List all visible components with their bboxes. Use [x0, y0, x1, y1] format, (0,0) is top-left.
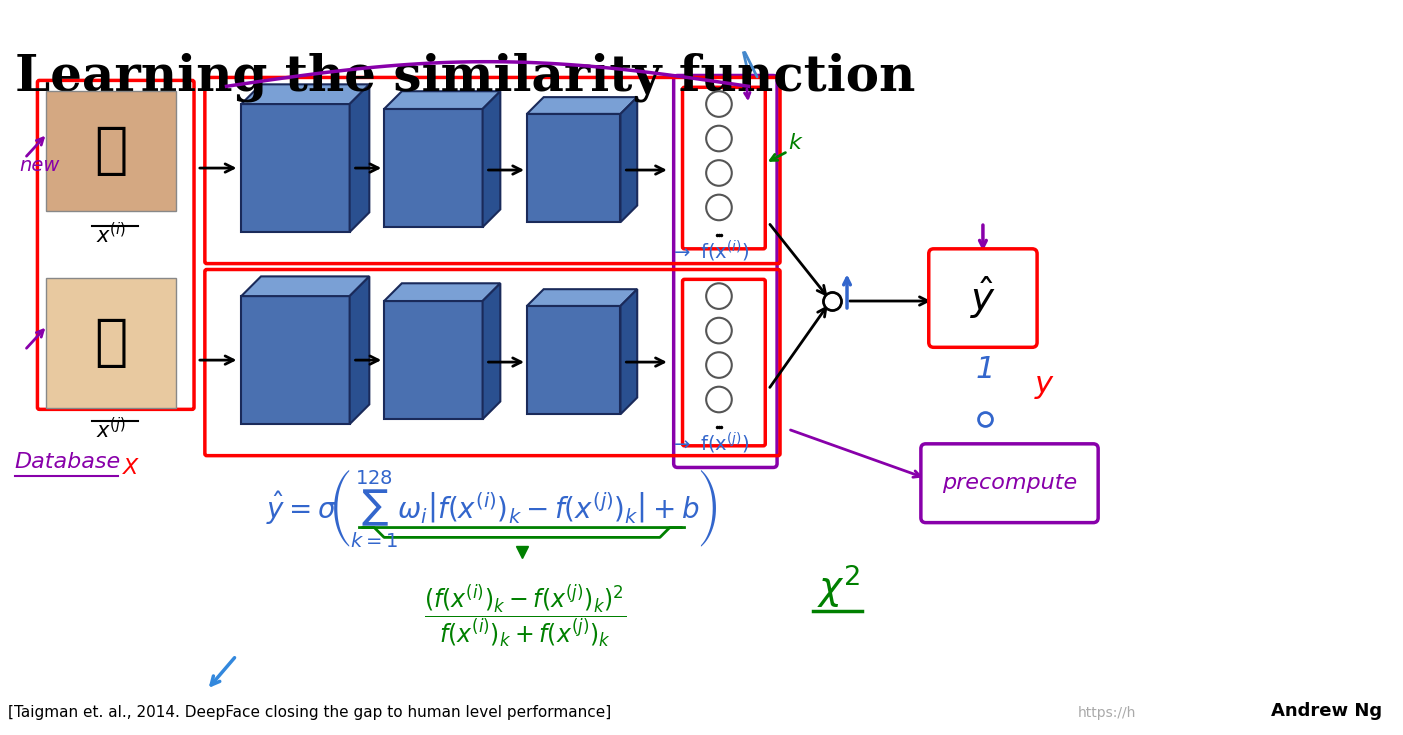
Polygon shape	[620, 97, 637, 222]
Text: $\dfrac{(f(x^{(i)})_k - f(x^{(j)})_k)^2}{f(x^{(i)})_k + f(x^{(j)})_k}$: $\dfrac{(f(x^{(i)})_k - f(x^{(j)})_k)^2}…	[424, 583, 626, 650]
FancyBboxPatch shape	[46, 279, 177, 409]
Text: 👤: 👤	[94, 316, 128, 370]
Text: $x^{(i)}$: $x^{(i)}$	[97, 222, 126, 248]
Circle shape	[706, 387, 732, 412]
Circle shape	[706, 352, 732, 378]
Polygon shape	[620, 289, 637, 415]
Polygon shape	[384, 283, 501, 301]
Circle shape	[706, 126, 732, 151]
Circle shape	[706, 91, 732, 117]
Polygon shape	[384, 109, 483, 227]
Text: Andrew Ng: Andrew Ng	[1271, 702, 1382, 720]
Text: $\chi^2$: $\chi^2$	[818, 563, 860, 611]
FancyBboxPatch shape	[920, 444, 1099, 523]
Text: X: X	[123, 459, 139, 478]
Text: 1: 1	[975, 356, 995, 384]
Polygon shape	[241, 85, 369, 104]
Text: k: k	[788, 134, 801, 154]
Polygon shape	[241, 296, 349, 424]
Text: y: y	[1035, 370, 1054, 399]
Text: new: new	[20, 156, 60, 175]
Polygon shape	[241, 276, 369, 296]
Text: https://h: https://h	[1078, 706, 1136, 720]
Text: $\hat{y}$: $\hat{y}$	[969, 275, 996, 321]
Text: 👤: 👤	[94, 124, 128, 179]
Polygon shape	[528, 97, 637, 114]
Text: $\rightarrow$ f(x$^{(j)}$): $\rightarrow$ f(x$^{(j)}$)	[669, 431, 749, 456]
Text: precompute: precompute	[941, 473, 1078, 493]
Circle shape	[706, 318, 732, 343]
Text: $\rightarrow$ f(x$^{(i)}$): $\rightarrow$ f(x$^{(i)}$)	[669, 239, 749, 265]
Polygon shape	[349, 276, 369, 424]
Circle shape	[706, 160, 732, 186]
Polygon shape	[349, 85, 369, 232]
Circle shape	[706, 283, 732, 309]
Polygon shape	[528, 289, 637, 306]
Text: Learning the similarity function: Learning the similarity function	[15, 53, 915, 102]
Text: $x^{(j)}$: $x^{(j)}$	[97, 417, 126, 442]
Polygon shape	[483, 91, 501, 227]
Text: Database: Database	[15, 453, 121, 473]
Polygon shape	[483, 283, 501, 419]
Polygon shape	[384, 301, 483, 419]
Text: $\hat{y} = \sigma\!\left(\sum_{k=1}^{128} \omega_i \left| f(x^{(i)})_k - f(x^{(j: $\hat{y} = \sigma\!\left(\sum_{k=1}^{128…	[267, 467, 718, 549]
Circle shape	[706, 195, 732, 220]
Polygon shape	[528, 114, 620, 222]
Polygon shape	[241, 104, 349, 232]
Text: [Taigman et. al., 2014. DeepFace closing the gap to human level performance]: [Taigman et. al., 2014. DeepFace closing…	[8, 705, 612, 720]
Polygon shape	[384, 91, 501, 109]
Polygon shape	[528, 306, 620, 415]
FancyBboxPatch shape	[929, 249, 1037, 348]
FancyBboxPatch shape	[46, 91, 177, 212]
